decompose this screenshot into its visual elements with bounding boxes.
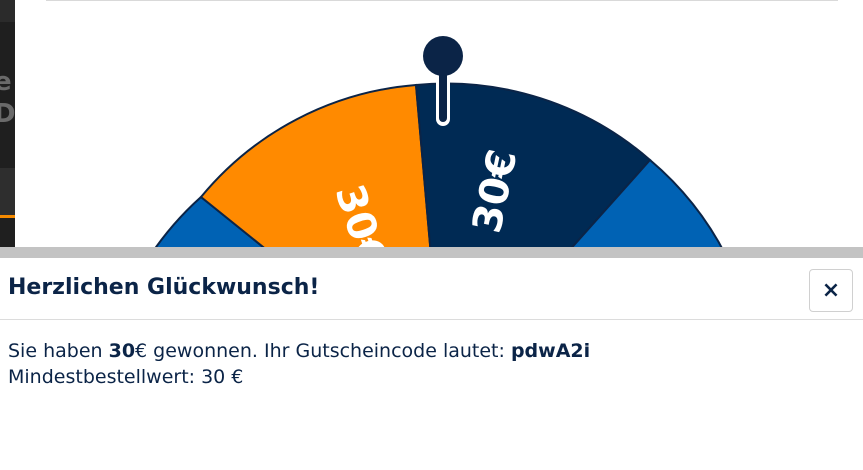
overlay-bar	[0, 247, 863, 258]
close-icon[interactable]: ×	[821, 277, 841, 303]
dialog-body: Sie haben 30€ gewonnen. Ihr Gutscheincod…	[8, 338, 590, 390]
dialog-title: Herzlichen Glückwunsch!	[8, 275, 320, 300]
message-prefix: Sie haben	[8, 340, 109, 362]
prize-amount: 30	[108, 340, 136, 362]
wheel-segment-blue-left	[147, 195, 279, 258]
win-message: Sie haben 30€ gewonnen. Ihr Gutscheincod…	[8, 338, 590, 364]
dialog-header: Herzlichen Glückwunsch! ×	[0, 258, 863, 320]
divider	[46, 0, 838, 1]
background-accent-line	[0, 215, 15, 218]
voucher-code[interactable]: pdwA2i	[510, 340, 591, 362]
wheel-segment-orange	[199, 83, 433, 258]
min-order-text: Mindestbestellwert: 30 €	[8, 366, 244, 388]
prize-wheel[interactable]: 30€ 30€	[0, 0, 863, 258]
close-button[interactable]: ×	[809, 269, 853, 312]
message-currency: € gewonnen. Ihr Gutscheincode lautet:	[135, 340, 511, 362]
pin-pointer-icon	[423, 36, 463, 126]
background-strip	[0, 0, 15, 22]
wheel-segment-blue-right	[561, 158, 729, 258]
win-dialog: Herzlichen Glückwunsch! × Sie haben 30€ …	[0, 258, 863, 470]
background-band	[0, 168, 15, 218]
